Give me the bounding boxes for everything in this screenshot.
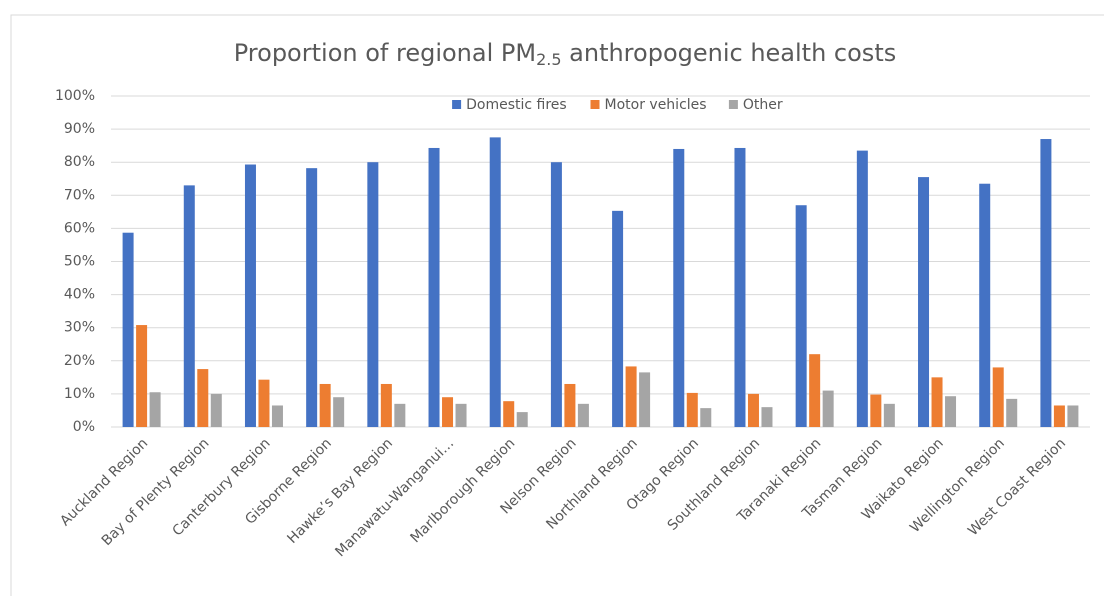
- bar: [734, 147, 746, 428]
- title-text: Proportion of regional PM: [234, 39, 536, 67]
- bar: [197, 369, 209, 427]
- bar: [1067, 405, 1079, 427]
- bar: [870, 394, 882, 427]
- bar: [747, 393, 759, 427]
- y-tick-label: 60%: [64, 220, 95, 236]
- bar: [319, 383, 331, 427]
- y-tick-label: 40%: [64, 287, 95, 303]
- bar: [795, 205, 807, 427]
- bar: [700, 408, 712, 427]
- bar: [258, 379, 270, 427]
- bar: [1053, 405, 1065, 427]
- bar: [210, 393, 222, 427]
- bar: [367, 162, 379, 427]
- title-subscript: 2.5: [536, 50, 561, 69]
- bar: [945, 396, 957, 427]
- bar: [442, 397, 454, 427]
- bar: [564, 383, 576, 427]
- bar: [1006, 398, 1018, 427]
- legend-label: Other: [743, 97, 783, 113]
- bar: [639, 372, 651, 427]
- y-tick-label: 50%: [64, 254, 95, 270]
- bar: [673, 148, 685, 427]
- bar: [136, 325, 148, 427]
- bar: [883, 403, 895, 427]
- bar: [503, 401, 515, 427]
- bar: [577, 403, 589, 427]
- bar: [1040, 139, 1052, 427]
- bar: [306, 168, 318, 427]
- legend-label: Domestic fires: [466, 97, 567, 113]
- bar: [918, 177, 930, 427]
- bar: [686, 392, 698, 427]
- bar: [761, 407, 773, 427]
- y-tick-label: 80%: [64, 154, 95, 170]
- bar: [856, 150, 868, 428]
- y-tick-label: 70%: [64, 187, 95, 203]
- y-tick-label: 20%: [64, 353, 95, 369]
- bar: [809, 354, 821, 427]
- bar: [149, 392, 161, 427]
- y-tick-label: 100%: [55, 88, 95, 104]
- bar: [516, 412, 528, 427]
- y-tick-label: 90%: [64, 121, 95, 137]
- y-tick-label: 30%: [64, 320, 95, 336]
- legend-swatch: [728, 100, 738, 109]
- bar: [455, 403, 467, 427]
- bar: [625, 366, 637, 427]
- bar: [333, 397, 345, 427]
- bar: [122, 232, 134, 427]
- bar: [394, 403, 406, 427]
- bar: [489, 137, 501, 427]
- legend-swatch: [452, 100, 462, 109]
- bar: [428, 147, 440, 428]
- bar: [822, 390, 834, 427]
- legend-label: Motor vehicles: [605, 97, 707, 113]
- legend-swatch: [590, 100, 600, 109]
- bar: [183, 185, 195, 427]
- bar: [979, 183, 991, 427]
- chart-title: Proportion of regional PM2.5 anthropogen…: [234, 39, 896, 69]
- y-tick-label: 0%: [73, 419, 95, 435]
- title-text: anthropogenic health costs: [562, 39, 897, 67]
- bar: [612, 210, 624, 427]
- bar: [931, 377, 943, 427]
- bar: [992, 367, 1004, 427]
- bar: [244, 164, 256, 427]
- y-tick-label: 10%: [64, 386, 95, 402]
- bar: [380, 383, 392, 427]
- bar: [550, 162, 562, 427]
- bar: [271, 405, 283, 427]
